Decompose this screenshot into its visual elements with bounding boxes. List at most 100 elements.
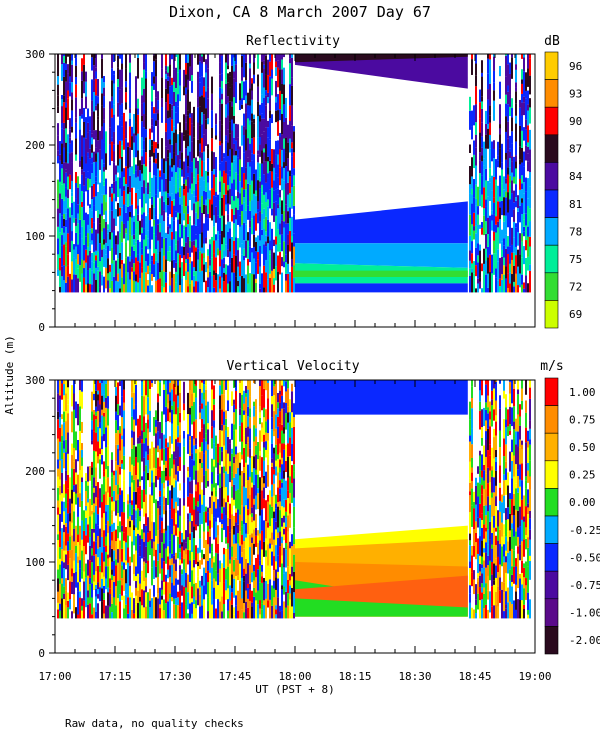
heatmap-cell [229,532,231,548]
heatmap-cell [251,247,253,253]
heatmap-cell [193,421,195,439]
heatmap-cell [259,600,261,609]
heatmap-cell [529,98,531,108]
heatmap-cell [507,541,509,553]
heatmap-cell [499,148,501,168]
heatmap-cell [471,176,473,189]
heatmap-cell [89,250,91,257]
heatmap-cell [155,236,157,250]
heatmap-cell [259,283,261,289]
heatmap-cell [157,393,159,403]
heatmap-cell [527,178,529,199]
heatmap-cell [483,574,485,588]
heatmap-cell [231,272,233,293]
heatmap-cell [249,68,251,89]
heatmap-cell [113,198,115,219]
heatmap-cell [509,381,511,394]
heatmap-cell [201,458,203,463]
heatmap-cell [245,240,247,258]
heatmap-cell [513,476,515,494]
heatmap-cell [291,412,293,428]
heatmap-cell [263,87,265,99]
heatmap-cell [479,281,481,289]
heatmap-cell [123,446,125,456]
heatmap-cell [61,54,63,65]
heatmap-cell [125,594,127,605]
heatmap-cell [155,419,157,427]
heatmap-cell [165,530,167,549]
heatmap-cell [237,610,239,619]
heatmap-cell [143,114,145,128]
heatmap-cell [97,119,99,141]
heatmap-cell [139,494,141,511]
heatmap-cell [201,489,203,505]
heatmap-cell [291,606,293,619]
heatmap-cell [503,556,505,563]
heatmap-cell [193,224,195,241]
heatmap-cell [509,283,511,293]
heatmap-cell [277,177,279,189]
heatmap-cell [63,384,65,396]
heatmap-cell [111,524,113,532]
heatmap-cell [63,484,65,498]
heatmap-cell [487,529,489,545]
heatmap-cell [271,270,273,293]
heatmap-cell [257,569,259,591]
heatmap-cell [229,585,231,601]
heatmap-cell [285,183,287,205]
heatmap-cell [221,155,223,162]
heatmap-cell [63,200,65,215]
heatmap-cell [209,265,211,272]
heatmap-cell [71,568,73,577]
heatmap-cell [141,443,143,462]
heatmap-cell [59,460,61,480]
heatmap-cell [231,148,233,163]
heatmap-cell [125,81,127,88]
heatmap-cell [293,126,295,132]
heatmap-cell [175,142,177,156]
heatmap-cell [471,480,473,489]
heatmap-cell [275,460,277,467]
heatmap-cell [57,578,59,592]
heatmap-cell [57,411,59,420]
heatmap-cell [277,60,279,68]
heatmap-cell [471,194,473,204]
heatmap-cell [211,110,213,128]
heatmap-cell [151,125,153,133]
heatmap-cell [225,135,227,141]
heatmap-cell [261,509,263,531]
heatmap-cell [155,516,157,536]
heatmap-cell [155,97,157,114]
heatmap-cell [481,568,483,574]
heatmap-cell [245,274,247,293]
heatmap-cell [471,272,473,293]
heatmap-cell [173,383,175,402]
heatmap-cell [275,614,277,619]
heatmap-cell [221,80,223,89]
heatmap-cell [201,504,203,524]
heatmap-cell [291,258,293,267]
heatmap-cell [281,457,283,465]
heatmap-cell [65,526,67,546]
heatmap-cell [149,600,151,608]
heatmap-cell [287,380,289,389]
heatmap-cell [65,213,67,220]
heatmap-cell [479,483,481,504]
heatmap-cell [523,102,525,116]
heatmap-cell [165,232,167,238]
heatmap-cell [257,150,259,155]
heatmap-cell [281,166,283,179]
heatmap-cell [253,246,255,259]
heatmap-cell [501,589,503,610]
heatmap-cell [71,192,73,197]
heatmap-cell [143,416,145,433]
heatmap-cell [255,251,257,263]
heatmap-cell [81,169,83,175]
heatmap-cell [91,152,93,158]
heatmap-cell [93,450,95,461]
heatmap-cell [205,425,207,434]
heatmap-cell [523,193,525,214]
heatmap-cell [233,571,235,579]
heatmap-cell [251,99,253,114]
